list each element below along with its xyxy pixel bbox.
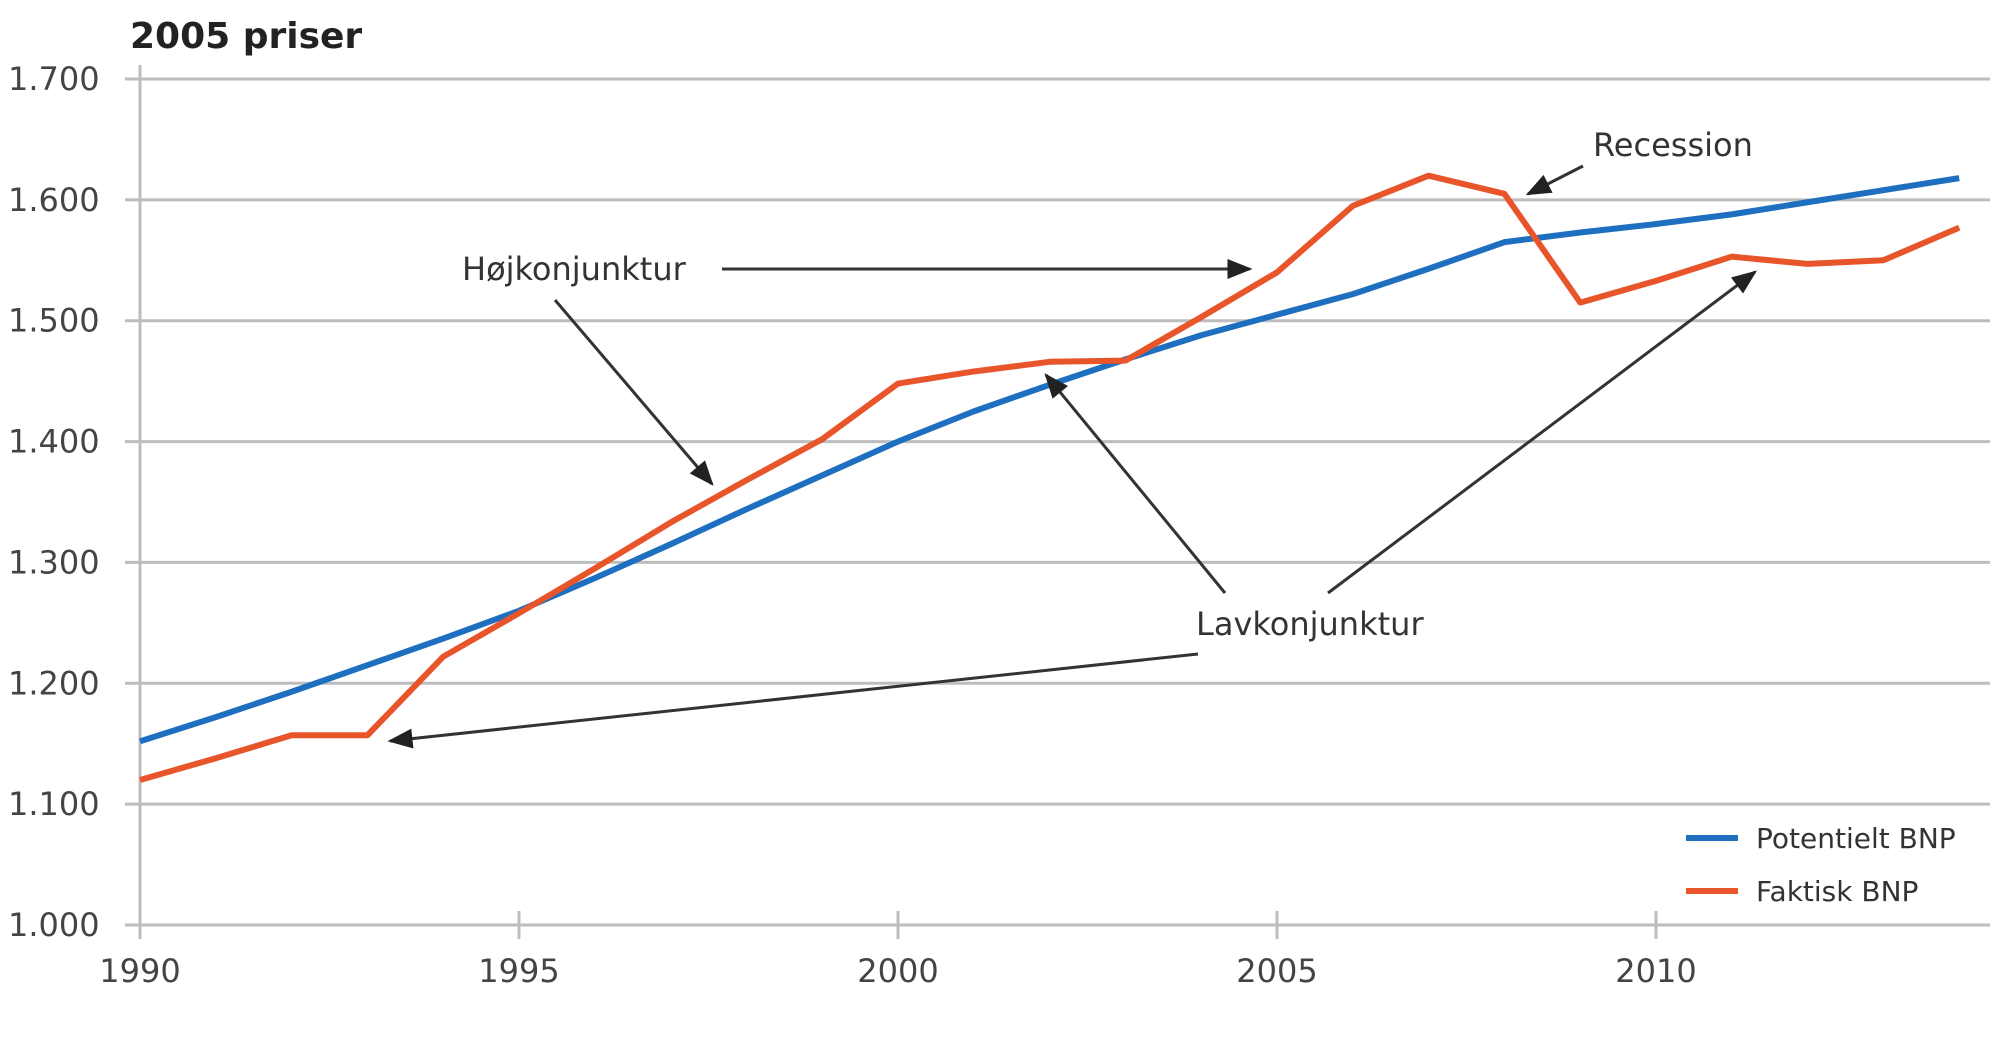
x-tick-label: 2005 (1236, 952, 1317, 990)
legend-label: Potentielt BNP (1756, 822, 1956, 855)
y-tick-label: 1.200 (8, 664, 100, 702)
x-tick-label: 1990 (99, 952, 180, 990)
y-tick-label: 1.700 (8, 60, 100, 98)
series-line-potentielt-bnp (139, 175, 1960, 745)
chart-title: 2005 priser (130, 16, 362, 57)
y-tick-label: 1.500 (8, 302, 100, 340)
annotation-arrow (1044, 373, 1227, 594)
y-tick-label: 1.000 (8, 906, 100, 944)
annotation-arrow (387, 652, 1199, 749)
x-tick-label: 2000 (857, 952, 938, 990)
annotation-recession: Recession (1593, 126, 1753, 164)
annotation-hojkonjunktur: Højkonjunktur (462, 250, 687, 288)
annotation-arrow (553, 299, 714, 486)
x-tick-label: 1995 (478, 952, 559, 990)
x-tick-label: 2010 (1615, 952, 1696, 990)
legend-label: Faktisk BNP (1756, 875, 1918, 908)
y-tick-label: 1.600 (8, 181, 100, 219)
series-line-faktisk-bnp (139, 172, 1961, 783)
annotation-arrow (1327, 270, 1757, 595)
y-tick-label: 1.400 (8, 423, 100, 461)
annotation-arrow (1525, 164, 1584, 196)
annotation-lavkonjunktur: Lavkonjunktur (1196, 605, 1424, 643)
y-tick-label: 1.300 (8, 543, 100, 581)
y-tick-label: 1.100 (8, 785, 100, 823)
